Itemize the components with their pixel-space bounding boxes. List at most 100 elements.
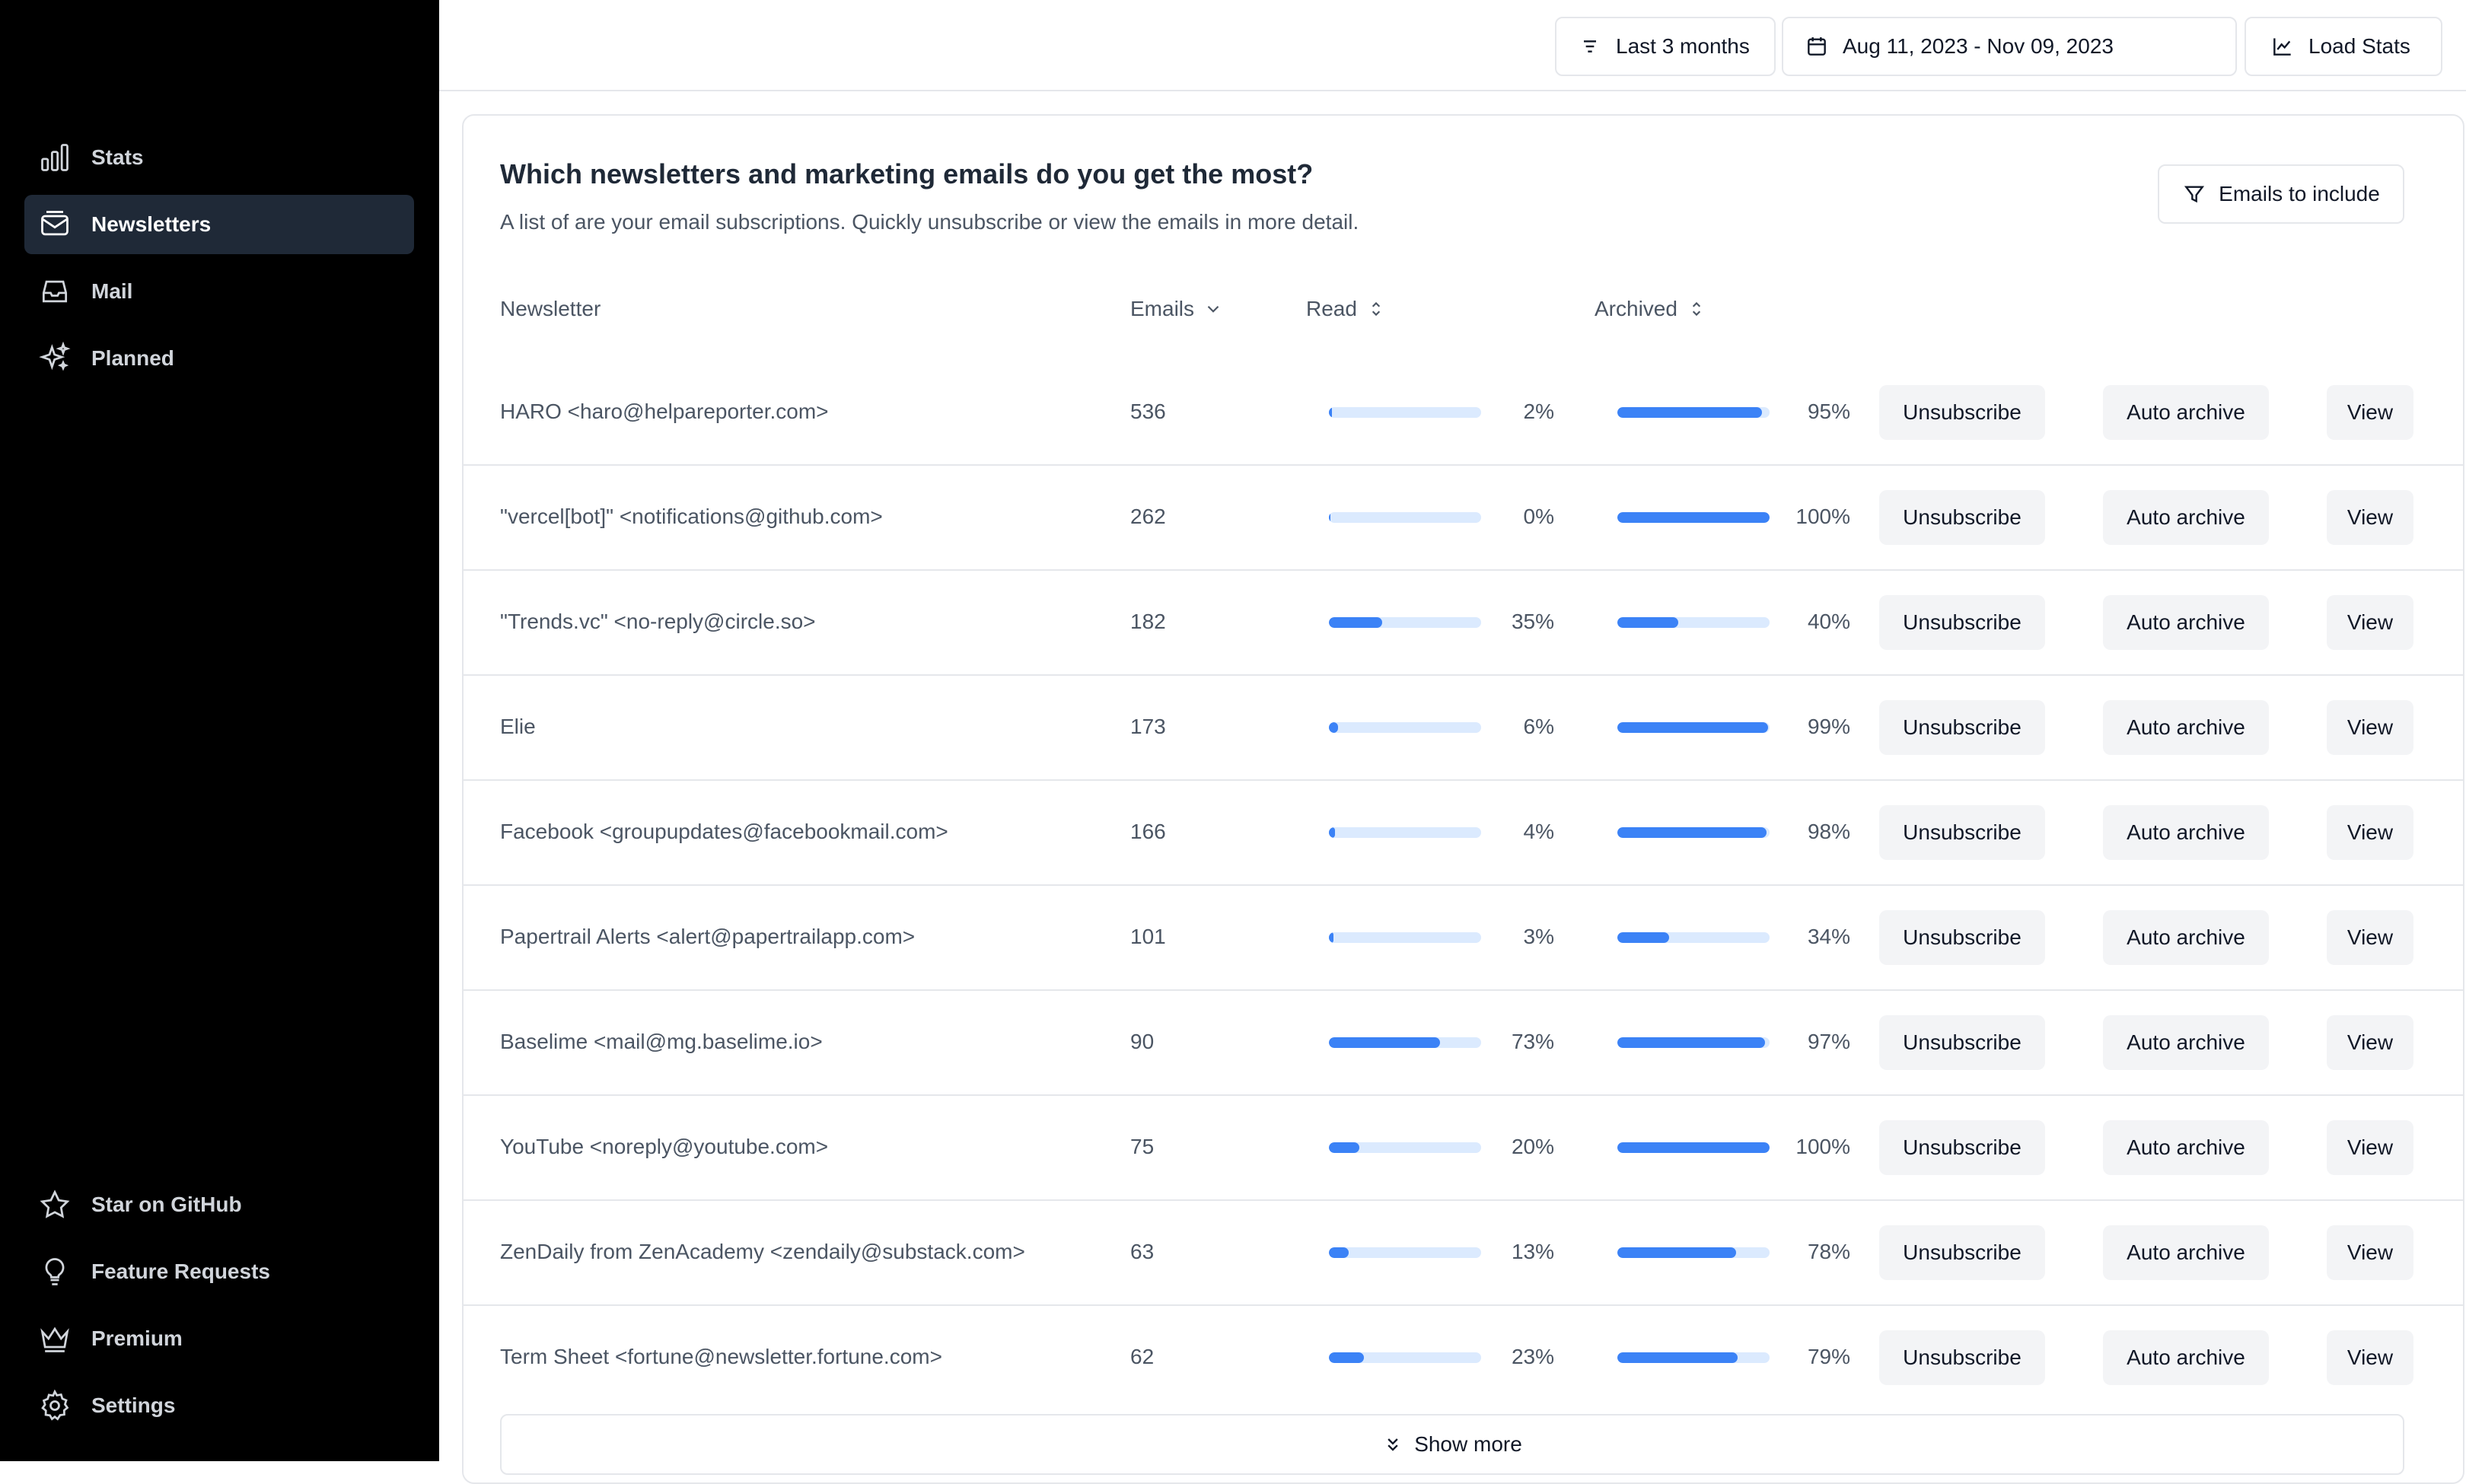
header-read[interactable]: Read xyxy=(1306,297,1386,321)
read-progress-bar xyxy=(1329,932,1481,943)
email-count: 173 xyxy=(1130,715,1166,738)
unsubscribe-button[interactable]: Unsubscribe xyxy=(1879,1120,2045,1175)
period-label: Last 3 months xyxy=(1616,34,1750,58)
newsletter-name: YouTube <noreply@youtube.com> xyxy=(500,1135,829,1158)
unsubscribe-button[interactable]: Unsubscribe xyxy=(1879,1225,2045,1280)
show-more-button[interactable]: Show more xyxy=(500,1414,2404,1475)
header-newsletter: Newsletter xyxy=(500,297,601,321)
archived-percent: 78% xyxy=(1807,1240,1850,1263)
archived-progress-fill xyxy=(1617,722,1768,733)
newsletter-name: Facebook <groupupdates@facebookmail.com> xyxy=(500,820,948,843)
auto-archive-button[interactable]: Auto archive xyxy=(2103,385,2269,440)
archived-progress-fill xyxy=(1617,1352,1738,1363)
archived-progress-bar xyxy=(1617,932,1770,943)
table-row: HARO <haro@helpareporter.com> 536 2% 95% Uns… xyxy=(464,359,2463,466)
load-stats-button[interactable]: Load Stats xyxy=(2245,17,2442,76)
gear-icon xyxy=(38,1389,72,1422)
auto-archive-button[interactable]: Auto archive xyxy=(2103,490,2269,545)
sidebar-item-label: Feature Requests xyxy=(91,1259,270,1283)
view-button[interactable]: View xyxy=(2327,1015,2413,1070)
read-progress-bar xyxy=(1329,827,1481,838)
view-button[interactable]: View xyxy=(2327,490,2413,545)
chevron-down-icon xyxy=(1207,305,1219,313)
auto-archive-button[interactable]: Auto archive xyxy=(2103,595,2269,650)
read-progress-fill xyxy=(1329,1247,1349,1258)
unsubscribe-button[interactable]: Unsubscribe xyxy=(1879,1015,2045,1070)
view-button[interactable]: View xyxy=(2327,595,2413,650)
sidebar-item-premium[interactable]: Premium xyxy=(24,1309,414,1368)
sidebar-item-label: Settings xyxy=(91,1393,176,1417)
archived-progress-bar xyxy=(1617,407,1770,418)
auto-archive-button[interactable]: Auto archive xyxy=(2103,805,2269,860)
archived-percent: 40% xyxy=(1807,610,1850,633)
read-progress-bar xyxy=(1329,617,1481,628)
sidebar-item-planned[interactable]: Planned xyxy=(24,329,414,388)
archived-percent: 34% xyxy=(1807,925,1850,948)
view-button[interactable]: View xyxy=(2327,805,2413,860)
sidebar-item-star-on-github[interactable]: Star on GitHub xyxy=(24,1175,414,1234)
show-more-label: Show more xyxy=(1414,1432,1522,1456)
read-percent: 2% xyxy=(1523,400,1554,423)
auto-archive-button[interactable]: Auto archive xyxy=(2103,1330,2269,1385)
sort-icon xyxy=(1692,301,1701,317)
read-progress-fill xyxy=(1329,1037,1440,1048)
auto-archive-button[interactable]: Auto archive xyxy=(2103,1120,2269,1175)
view-button[interactable]: View xyxy=(2327,910,2413,965)
view-button[interactable]: View xyxy=(2327,385,2413,440)
archived-progress-bar xyxy=(1617,617,1770,628)
chevrons-down-icon xyxy=(1388,1438,1398,1451)
view-button[interactable]: View xyxy=(2327,700,2413,755)
top-toolbar: Last 3 months Aug 11, 2023 - Nov 09, 202… xyxy=(439,3,2466,91)
unsubscribe-button[interactable]: Unsubscribe xyxy=(1879,700,2045,755)
archived-progress-fill xyxy=(1617,932,1669,943)
sidebar-item-feature-requests[interactable]: Feature Requests xyxy=(24,1242,414,1301)
read-progress-bar xyxy=(1329,407,1481,418)
filter-label: Emails to include xyxy=(2219,182,2380,205)
unsubscribe-button[interactable]: Unsubscribe xyxy=(1879,385,2045,440)
unsubscribe-button[interactable]: Unsubscribe xyxy=(1879,910,2045,965)
sidebar-item-mail[interactable]: Mail xyxy=(24,262,414,321)
sidebar-item-settings[interactable]: Settings xyxy=(24,1376,414,1435)
auto-archive-button[interactable]: Auto archive xyxy=(2103,1015,2269,1070)
unsubscribe-button[interactable]: Unsubscribe xyxy=(1879,595,2045,650)
newsletter-name: "vercel[bot]" <notifications@github.com> xyxy=(500,505,883,528)
read-progress-fill xyxy=(1329,512,1330,523)
header-emails[interactable]: Emails xyxy=(1130,297,1223,321)
sidebar-item-newsletters[interactable]: Newsletters xyxy=(24,195,414,254)
unsubscribe-button[interactable]: Unsubscribe xyxy=(1879,490,2045,545)
auto-archive-button[interactable]: Auto archive xyxy=(2103,910,2269,965)
read-progress-fill xyxy=(1329,407,1332,418)
sort-icon xyxy=(1372,301,1381,317)
email-count: 90 xyxy=(1130,1030,1155,1053)
emails-to-include-button[interactable]: Emails to include xyxy=(2158,164,2404,224)
inbox-icon xyxy=(38,275,72,308)
sidebar-item-label: Mail xyxy=(91,279,133,303)
view-button[interactable]: View xyxy=(2327,1225,2413,1280)
period-select[interactable]: Last 3 months xyxy=(1555,17,1776,76)
email-count: 182 xyxy=(1130,610,1166,633)
sidebar-item-label: Planned xyxy=(91,346,174,370)
auto-archive-button[interactable]: Auto archive xyxy=(2103,700,2269,755)
sidebar-item-stats[interactable]: Stats xyxy=(24,128,414,187)
mail-icon xyxy=(38,208,72,241)
archived-percent: 97% xyxy=(1807,1030,1850,1053)
funnel-icon xyxy=(2184,186,2205,203)
view-button[interactable]: View xyxy=(2327,1120,2413,1175)
archived-progress-bar xyxy=(1617,1142,1770,1153)
sidebar: Stats Newsletters Mail Planned Star on G… xyxy=(0,0,439,1461)
auto-archive-button[interactable]: Auto archive xyxy=(2103,1225,2269,1280)
archived-progress-fill xyxy=(1617,1037,1765,1048)
archived-percent: 79% xyxy=(1807,1345,1850,1368)
email-count: 536 xyxy=(1130,400,1166,423)
date-range-picker[interactable]: Aug 11, 2023 - Nov 09, 2023 xyxy=(1782,17,2237,76)
calendar-icon xyxy=(1805,34,1829,59)
card-description: A list of are your email subscriptions. … xyxy=(500,210,1359,234)
unsubscribe-button[interactable]: Unsubscribe xyxy=(1879,1330,2045,1385)
email-count: 262 xyxy=(1130,505,1166,528)
view-button[interactable]: View xyxy=(2327,1330,2413,1385)
email-count: 62 xyxy=(1130,1345,1155,1368)
lightbulb-icon xyxy=(38,1255,72,1288)
unsubscribe-button[interactable]: Unsubscribe xyxy=(1879,805,2045,860)
table-row: Baselime <mail@mg.baselime.io> 90 73% 97% Un… xyxy=(464,989,2463,1096)
header-archived[interactable]: Archived xyxy=(1595,297,1706,321)
